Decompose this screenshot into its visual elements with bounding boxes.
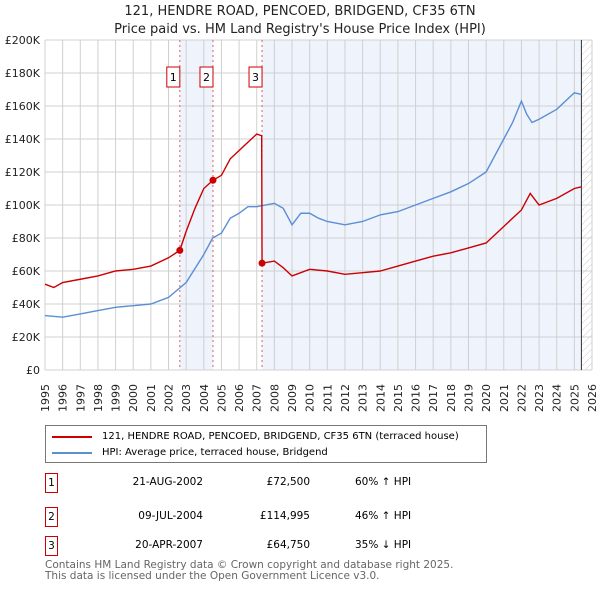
x-tick-label: 2022 bbox=[515, 384, 528, 412]
sale-price: £72,500 bbox=[266, 476, 310, 488]
legend-label-property: 121, HENDRE ROAD, PENCOED, BRIDGEND, CF3… bbox=[102, 431, 459, 442]
sale-price: £64,750 bbox=[266, 539, 310, 551]
x-tick-label: 2019 bbox=[462, 384, 475, 412]
footer-line: Contains HM Land Registry data © Crown c… bbox=[45, 559, 454, 571]
sale-row: 3 20-APR-2007 £64,750 35% ↓ HPI bbox=[45, 536, 445, 556]
x-tick-label: 2014 bbox=[374, 384, 387, 412]
x-tick-label: 2011 bbox=[321, 384, 334, 412]
x-tick-label: 2017 bbox=[427, 384, 440, 412]
x-tick-label: 2015 bbox=[392, 384, 405, 412]
sale-date: 09-JUL-2004 bbox=[138, 510, 203, 522]
y-tick-label: £100K bbox=[5, 199, 41, 212]
x-tick-label: 1997 bbox=[74, 384, 87, 412]
y-tick-label: £80K bbox=[12, 232, 41, 245]
sale-hpi: 35% ↓ HPI bbox=[355, 539, 412, 551]
x-tick-label: 2008 bbox=[268, 384, 281, 412]
sale-date: 21-AUG-2002 bbox=[132, 476, 203, 488]
footer: Contains HM Land Registry data © Crown c… bbox=[45, 560, 453, 582]
sale-marker: 1 bbox=[45, 473, 58, 493]
legend: 121, HENDRE ROAD, PENCOED, BRIDGEND, CF3… bbox=[45, 425, 487, 463]
x-tick-label: 2007 bbox=[251, 384, 264, 412]
x-tick-label: 2001 bbox=[145, 384, 158, 412]
legend-label-hpi: HPI: Average price, terraced house, Brid… bbox=[102, 447, 328, 458]
x-tick-label: 2026 bbox=[586, 384, 599, 412]
sale-hpi: 60% ↑ HPI bbox=[355, 476, 412, 488]
x-tick-label: 2024 bbox=[551, 384, 564, 412]
sale-point bbox=[258, 259, 266, 267]
legend-blue-line bbox=[52, 451, 92, 454]
x-tick-label: 2020 bbox=[480, 384, 493, 412]
y-tick-label: £160K bbox=[5, 100, 41, 113]
x-tick-label: 2010 bbox=[304, 384, 317, 412]
x-tick-label: 2000 bbox=[127, 384, 140, 412]
x-tick-label: 1999 bbox=[110, 384, 123, 412]
sale-label-box bbox=[199, 66, 214, 88]
x-tick-label: 2025 bbox=[568, 384, 581, 412]
y-tick-label: £180K bbox=[5, 67, 41, 80]
sale-row: 1 21-AUG-2002 £72,500 60% ↑ HPI bbox=[45, 473, 445, 493]
sale-label: 3 bbox=[252, 71, 259, 84]
x-tick-label: 2018 bbox=[445, 384, 458, 412]
x-tick-label: 2009 bbox=[286, 384, 299, 412]
x-tick-label: 2012 bbox=[339, 384, 352, 412]
x-tick-label: 2003 bbox=[180, 384, 193, 412]
sale-point bbox=[176, 246, 184, 254]
sale-label-box bbox=[248, 66, 263, 88]
y-tick-label: £140K bbox=[5, 133, 41, 146]
chart-subtitle: Price paid vs. HM Land Registry's House … bbox=[114, 22, 486, 37]
sale-label: 2 bbox=[203, 71, 210, 84]
sale-hpi: 46% ↑ HPI bbox=[355, 510, 412, 522]
price-chart: 1995 1996 1997 1998 1999 2000 2001 2002 2003 2004… bbox=[5, 34, 599, 412]
chart-title: 121, HENDRE ROAD, PENCOED, BRIDGEND, CF3… bbox=[124, 4, 476, 19]
y-tick-label: £40K bbox=[12, 298, 41, 311]
price-paid-line bbox=[44, 133, 582, 289]
sale-label: 1 bbox=[170, 71, 177, 84]
x-tick-label: 2005 bbox=[215, 384, 228, 412]
y-tick-label: £0 bbox=[26, 364, 40, 377]
y-tick-label: £120K bbox=[5, 166, 41, 179]
sale-row: 2 09-JUL-2004 £114,995 46% ↑ HPI bbox=[45, 507, 445, 527]
y-tick-label: £60K bbox=[12, 265, 41, 278]
x-tick-label: 1998 bbox=[92, 384, 105, 412]
sale-label-box bbox=[166, 66, 181, 88]
legend-red-line bbox=[52, 435, 92, 438]
x-tick-label: 2002 bbox=[163, 384, 176, 412]
sale-date: 20-APR-2007 bbox=[135, 539, 203, 551]
hpi-line bbox=[44, 92, 582, 318]
x-tick-label: 1996 bbox=[57, 384, 70, 412]
x-tick-label: 1995 bbox=[39, 384, 52, 412]
sale-price: £114,995 bbox=[259, 510, 310, 522]
x-tick-label: 2013 bbox=[357, 384, 370, 412]
sale-marker: 2 bbox=[45, 507, 58, 527]
x-tick-label: 2023 bbox=[533, 384, 546, 412]
sale-marker: 3 bbox=[45, 536, 58, 556]
sale-point bbox=[209, 176, 217, 184]
y-tick-label: £200K bbox=[5, 34, 41, 47]
x-tick-label: 2004 bbox=[198, 384, 211, 412]
y-tick-label: £20K bbox=[12, 331, 41, 344]
x-tick-label: 2016 bbox=[410, 384, 423, 412]
x-tick-label: 2006 bbox=[233, 384, 246, 412]
footer-line: This data is licensed under the Open Gov… bbox=[45, 570, 380, 582]
x-tick-label: 2021 bbox=[498, 384, 511, 412]
